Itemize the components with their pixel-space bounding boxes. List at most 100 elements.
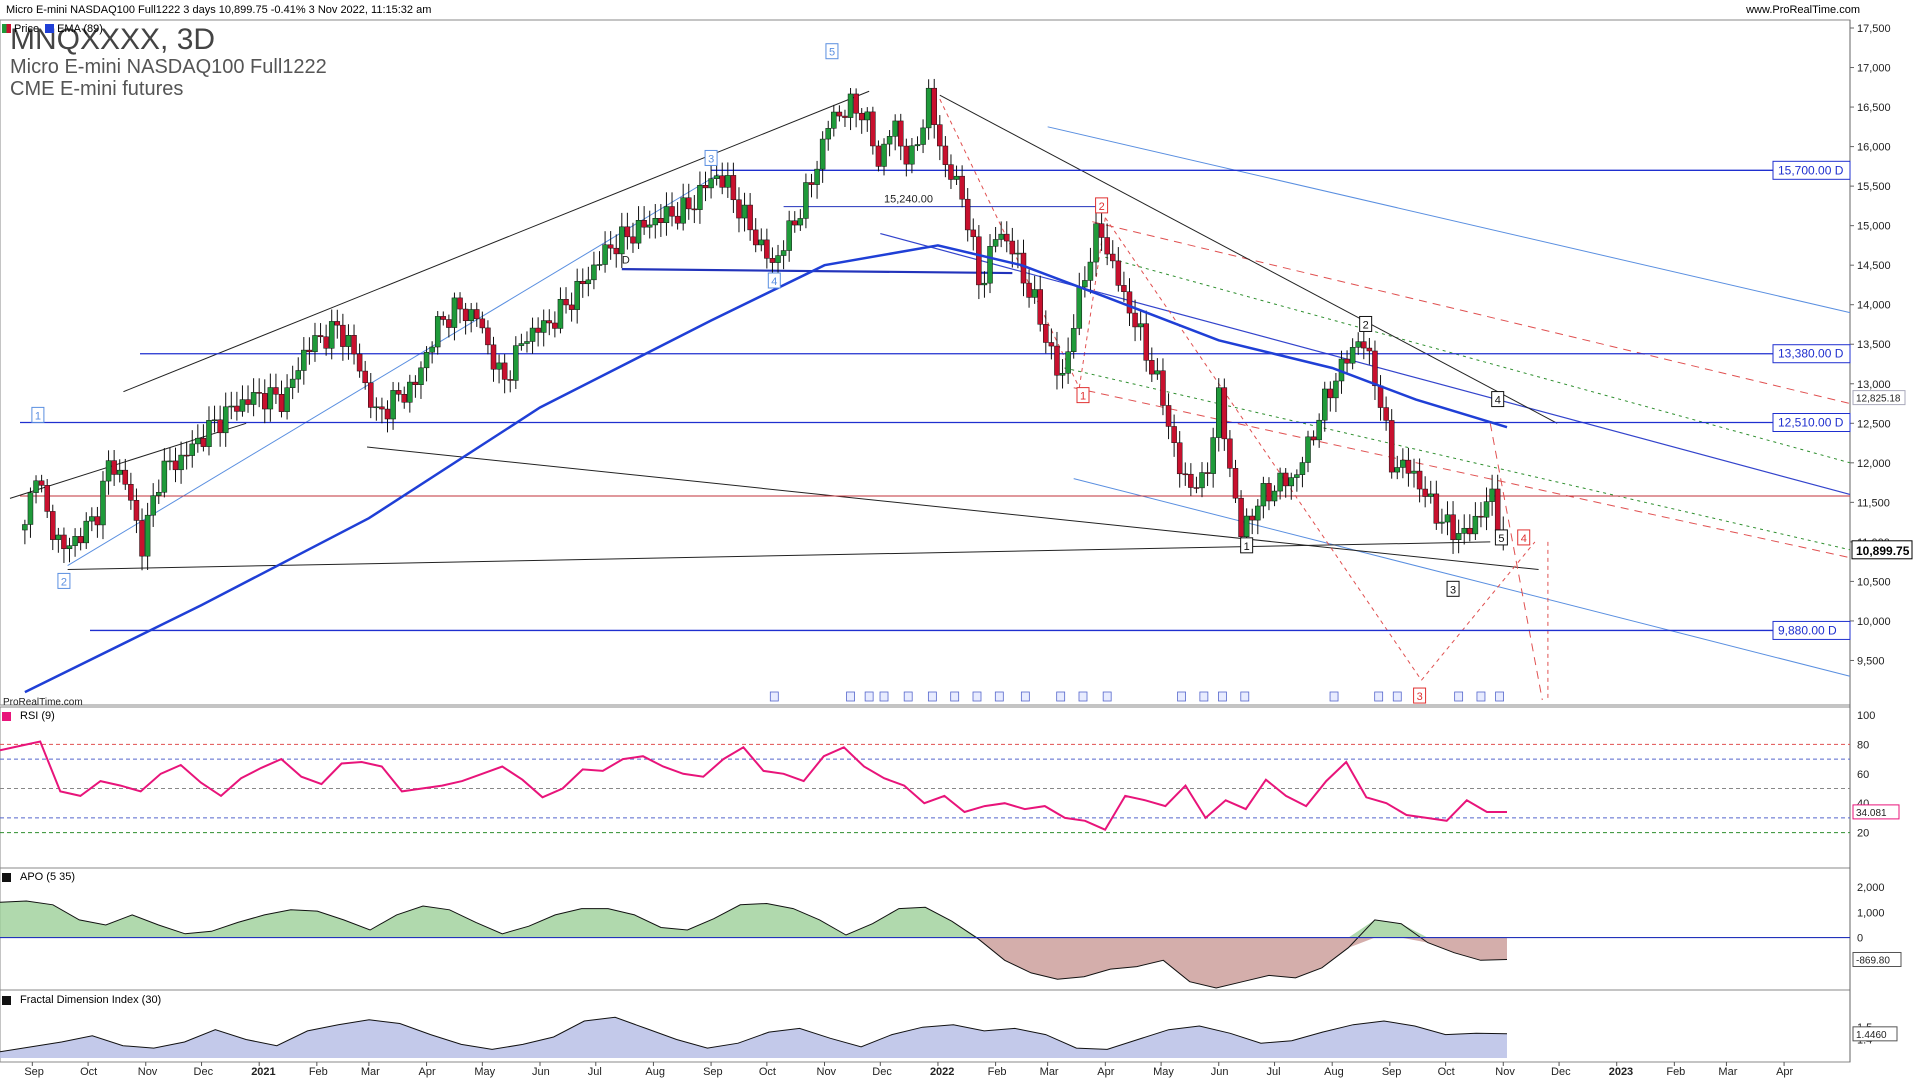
wave-label-box [1491, 391, 1505, 408]
price-legend-item: Price [2, 22, 39, 36]
candle-up [652, 218, 659, 226]
candle-down [217, 419, 223, 434]
instrument-symbol: MNQXXXX, 3D [10, 23, 216, 56]
apo-value-box [1852, 951, 1902, 967]
candle-up [284, 387, 290, 412]
rsi-legend: RSI (9) [2, 709, 55, 723]
candle-up [646, 224, 653, 228]
candle-down [736, 199, 742, 219]
instrument-name: Micro E-mini NASDAQ100 Full1222 [10, 56, 327, 78]
event-icon [1177, 691, 1186, 702]
candle-down [1388, 420, 1395, 473]
candle-up [602, 244, 608, 265]
candle-down [747, 204, 753, 231]
wave-label: 3 [708, 153, 714, 165]
candle-down [959, 175, 965, 200]
price-tick-label: 15,000 [1857, 221, 1891, 233]
candle-down [764, 239, 770, 259]
candle-up [1031, 289, 1038, 298]
candle-down [1171, 426, 1177, 443]
candle-down [474, 309, 480, 320]
candle-down [234, 405, 240, 412]
support-line [621, 268, 1013, 275]
wave-label-box [1359, 315, 1373, 332]
candle-up [831, 111, 837, 129]
candle-down [485, 327, 491, 346]
price-legend: Price EMA (89) [2, 22, 103, 36]
candle-down [262, 393, 268, 410]
green-channel-line [1064, 367, 1851, 551]
candle-up [100, 480, 106, 526]
candle-up [524, 341, 530, 344]
trend-channel-line [1073, 478, 1851, 677]
wave-label-box [1076, 387, 1090, 404]
candle-up [345, 335, 352, 347]
candle-down [641, 220, 647, 228]
fdi-legend-label: Fractal Dimension Index (30) [20, 994, 162, 1006]
candle-down [1494, 488, 1501, 531]
candle-up [1288, 477, 1295, 487]
candle-down [1104, 237, 1110, 255]
candle-down [111, 460, 117, 475]
candle-up [1059, 373, 1066, 376]
candle-up [161, 460, 168, 493]
x-tick-label: 2021 [251, 1066, 275, 1078]
x-tick-label: Jun [1211, 1066, 1229, 1078]
candle-up [619, 226, 625, 255]
site-link[interactable]: www.ProRealTime.com [1746, 4, 1860, 16]
event-icon [1476, 691, 1486, 702]
candle-down [1054, 345, 1060, 376]
candle-down [870, 111, 876, 147]
candle-down [368, 382, 374, 408]
candle-down [1182, 473, 1189, 476]
candle-down [1149, 360, 1155, 375]
candle-down [61, 534, 67, 550]
candle-up [797, 218, 804, 226]
candle-down [1004, 233, 1010, 242]
header-bar: Micro E-mini NASDAQ100 Full1222 3 days 1… [0, 0, 1920, 20]
level-label: 12,510.00 D [1778, 416, 1844, 430]
candle-up [178, 454, 184, 471]
candle-up [680, 197, 686, 224]
candle-up [496, 362, 502, 370]
candle-down [1383, 407, 1389, 421]
last-price-label: 10,899.75 [1856, 544, 1910, 558]
wave-label: 4 [1521, 533, 1527, 545]
candle-up [1015, 252, 1021, 255]
apo-tick-label: 1,000 [1857, 907, 1885, 919]
event-icon [1240, 691, 1250, 702]
wave-label-box [1446, 580, 1460, 597]
candle-down [1126, 291, 1133, 314]
candle-down [1204, 472, 1211, 474]
candle-up [1321, 388, 1328, 421]
candle-up [780, 250, 787, 256]
candle-up [663, 206, 670, 224]
candle-up [390, 390, 396, 420]
candle-up [423, 351, 430, 369]
x-tick-label: Aug [645, 1066, 665, 1078]
event-icon [879, 691, 889, 702]
candle-up [992, 239, 999, 247]
candle-down [200, 437, 207, 447]
candle-up [468, 309, 474, 322]
candle-up [881, 143, 887, 167]
apo-positive-area [0, 901, 1507, 938]
candle-up [116, 469, 123, 475]
candle-down [1361, 341, 1367, 349]
x-tick-label: Sep [1382, 1066, 1402, 1078]
candle-up [635, 220, 642, 244]
price-tick-label: 11,500 [1857, 497, 1890, 509]
candle-down [77, 536, 84, 544]
candle-up [250, 392, 257, 405]
x-tick-label: Sep [24, 1066, 44, 1078]
candle-up [144, 514, 151, 557]
event-icon [1020, 691, 1030, 702]
candle-up [1355, 341, 1361, 348]
wave-label-box [1095, 197, 1109, 214]
candle-up [1349, 347, 1356, 364]
candle-down [691, 208, 698, 211]
candle-up [1277, 472, 1283, 492]
trend-channel-line [880, 232, 1851, 496]
candle-down [1132, 312, 1138, 328]
event-icon [1392, 691, 1402, 702]
